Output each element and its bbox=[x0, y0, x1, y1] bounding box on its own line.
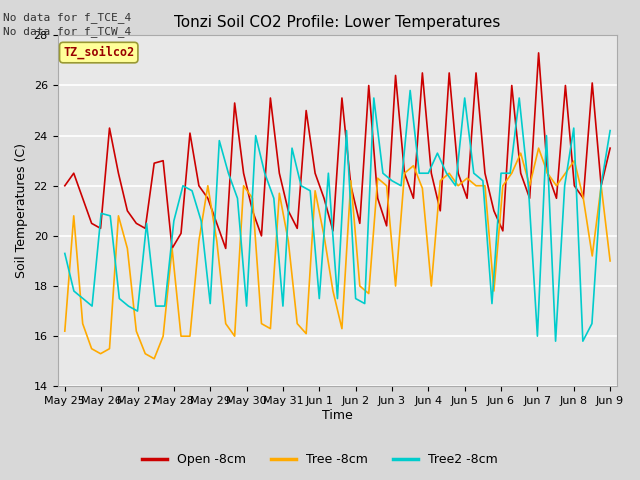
Y-axis label: Soil Temperatures (C): Soil Temperatures (C) bbox=[15, 144, 28, 278]
Title: Tonzi Soil CO2 Profile: Lower Temperatures: Tonzi Soil CO2 Profile: Lower Temperatur… bbox=[174, 15, 500, 30]
Text: No data for f_TCW_4: No data for f_TCW_4 bbox=[3, 26, 131, 37]
Legend: Open -8cm, Tree -8cm, Tree2 -8cm: Open -8cm, Tree -8cm, Tree2 -8cm bbox=[137, 448, 503, 471]
Text: TZ_soilco2: TZ_soilco2 bbox=[63, 46, 134, 59]
X-axis label: Time: Time bbox=[322, 409, 353, 422]
Text: No data for f_TCE_4: No data for f_TCE_4 bbox=[3, 12, 131, 23]
